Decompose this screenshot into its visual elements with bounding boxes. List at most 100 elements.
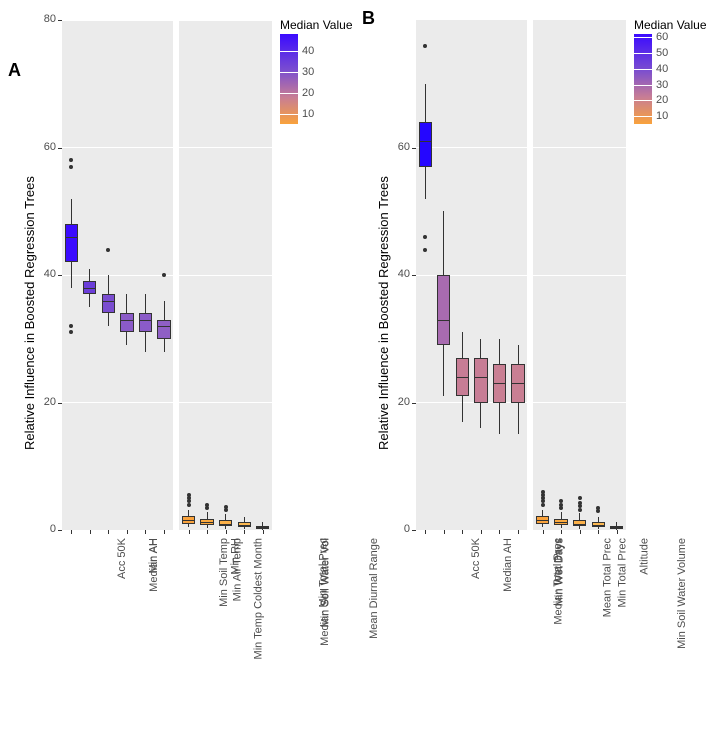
x-tick-mark — [226, 530, 227, 534]
y-tick-label: 0 — [404, 523, 410, 535]
box-median — [65, 237, 78, 238]
x-tick-label: Mean Total Prec — [601, 538, 613, 617]
legend-tick-mark — [634, 37, 652, 38]
y-tick-label: 0 — [50, 523, 56, 535]
legend-tick-label: 30 — [656, 79, 668, 91]
legend-a: Median Value 10 20 30 40 — [280, 18, 353, 124]
legend-tick-mark — [280, 51, 298, 52]
legend-tick-mark — [634, 53, 652, 54]
y-tick-mark — [412, 275, 416, 276]
legend-title-a: Median Value — [280, 18, 353, 32]
panel-b: B Relative Influence in Boosted Regressi… — [354, 0, 708, 740]
box-median — [554, 522, 567, 523]
box-median — [102, 301, 115, 302]
outlier — [69, 158, 73, 162]
outlier — [69, 330, 73, 334]
box-median — [419, 141, 432, 142]
outlier — [69, 324, 73, 328]
y-tick-label: 60 — [44, 141, 56, 153]
x-tick-label: Min Soil Temp — [218, 538, 230, 607]
x-tick-label: Min AH — [148, 538, 160, 573]
x-tick-label: Total Prec — [552, 538, 564, 587]
x-tick-mark — [108, 530, 109, 534]
box — [120, 313, 133, 332]
legend-b: Median Value 102030405060 — [634, 18, 707, 124]
x-tick-mark — [481, 530, 482, 534]
box — [437, 275, 450, 345]
y-axis-label-a: Relative Influence in Boosted Regression… — [22, 176, 37, 450]
y-tick-mark — [58, 275, 62, 276]
legend-tick-label: 10 — [656, 110, 668, 122]
box — [474, 358, 487, 403]
legend-tick-label: 30 — [302, 66, 314, 78]
outlier — [578, 496, 582, 500]
box-median — [474, 377, 487, 378]
legend-tick-mark — [634, 116, 652, 117]
gridline — [416, 147, 626, 148]
facet-gap — [527, 20, 533, 530]
x-tick-mark — [127, 530, 128, 534]
box — [419, 122, 432, 167]
outlier — [578, 508, 582, 512]
box-median — [256, 527, 269, 528]
x-tick-label: Min Temp Coldest Month — [252, 538, 264, 659]
legend-tick-label: 40 — [656, 63, 668, 75]
y-tick-label: 20 — [44, 396, 56, 408]
x-tick-mark — [164, 530, 165, 534]
y-axis-label-b: Relative Influence in Boosted Regression… — [376, 176, 391, 450]
x-tick-mark — [499, 530, 500, 534]
box-median — [157, 326, 170, 327]
box-median — [511, 383, 524, 384]
x-tick-mark — [207, 530, 208, 534]
x-tick-label: Min Soil Water Volume — [676, 538, 688, 649]
box-median — [493, 383, 506, 384]
outlier — [205, 503, 209, 507]
x-tick-label: Acc 50K — [470, 538, 482, 579]
x-tick-mark — [543, 530, 544, 534]
box-median — [200, 522, 213, 523]
outlier — [187, 493, 191, 497]
x-tick-mark — [263, 530, 264, 534]
legend-tick-label: 20 — [302, 87, 314, 99]
outlier — [106, 248, 110, 252]
y-tick-label: 40 — [44, 268, 56, 280]
y-tick-mark — [412, 403, 416, 404]
outlier — [69, 165, 73, 169]
legend-tick-mark — [634, 85, 652, 86]
legend-tick-label: 20 — [656, 94, 668, 106]
legend-tick-label: 40 — [302, 45, 314, 57]
gridline — [62, 530, 272, 531]
x-tick-mark — [145, 530, 146, 534]
x-tick-mark — [189, 530, 190, 534]
legend-tick-mark — [280, 114, 298, 115]
x-tick-label: Min RH — [229, 538, 241, 575]
x-tick-label: Acc 50K — [116, 538, 128, 579]
legend-tick-label: 10 — [302, 108, 314, 120]
y-tick-label: 20 — [398, 396, 410, 408]
y-tick-mark — [412, 530, 416, 531]
gridline — [62, 147, 272, 148]
x-tick-mark — [561, 530, 562, 534]
panel-b-label: B — [362, 8, 375, 29]
legend-bar-b: 102030405060 — [634, 34, 652, 124]
y-tick-mark — [58, 403, 62, 404]
outlier — [224, 505, 228, 509]
x-tick-mark — [518, 530, 519, 534]
outlier — [423, 235, 427, 239]
outlier — [596, 506, 600, 510]
box-median — [456, 377, 469, 378]
y-tick-label: 60 — [398, 141, 410, 153]
outlier — [162, 273, 166, 277]
box-median — [536, 520, 549, 521]
box-median — [238, 525, 251, 526]
y-tick-mark — [58, 20, 62, 21]
box-median — [437, 320, 450, 321]
box-median — [610, 527, 623, 528]
box — [102, 294, 115, 313]
outlier — [423, 248, 427, 252]
x-tick-label: Altitude — [639, 538, 651, 575]
x-tick-mark — [617, 530, 618, 534]
legend-tick-label: 50 — [656, 47, 668, 59]
box — [139, 313, 152, 332]
x-tick-mark — [444, 530, 445, 534]
